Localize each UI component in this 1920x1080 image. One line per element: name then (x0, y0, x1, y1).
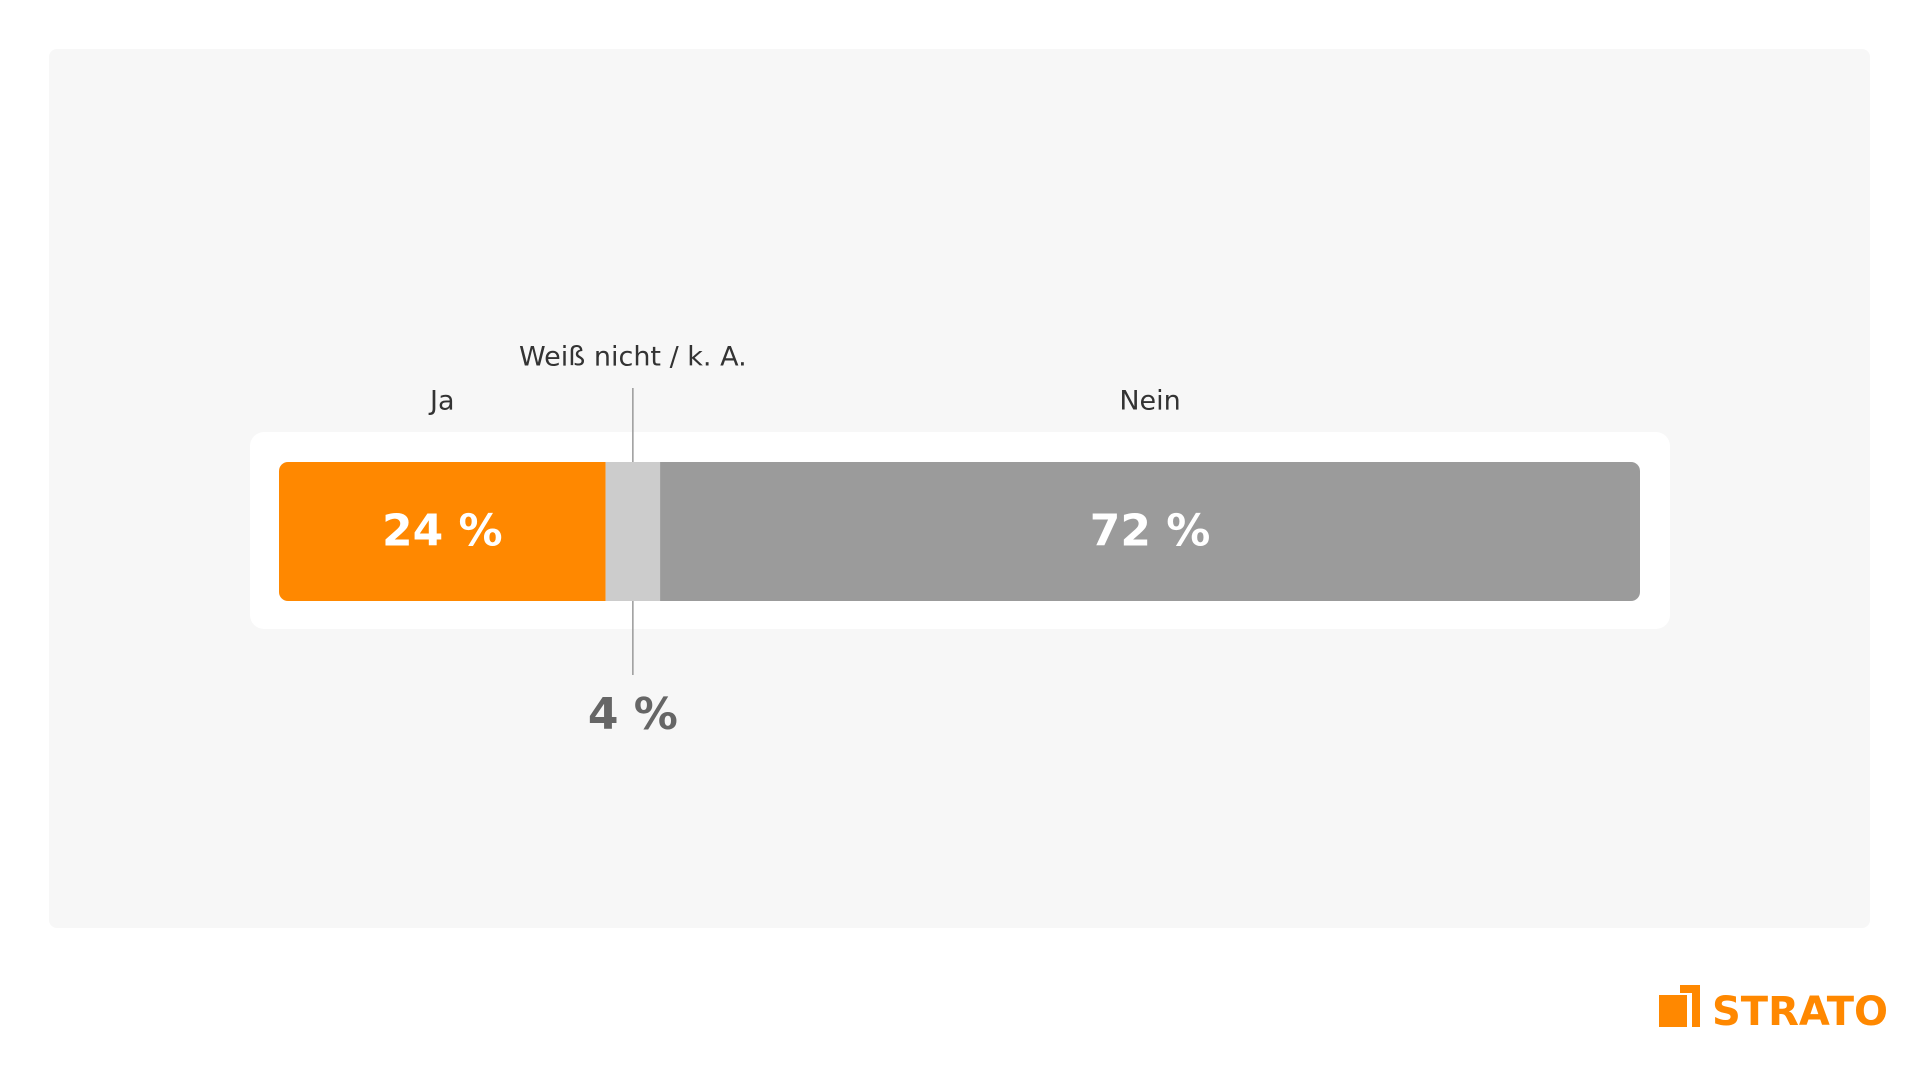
legend-label: Nein (1119, 386, 1180, 417)
value-label: 24 % (382, 506, 503, 557)
bar-segment (605, 462, 661, 601)
value-label: 4 % (588, 689, 678, 740)
bar-segment (279, 462, 606, 601)
logo: STRATO (1659, 985, 1888, 1035)
bar-segment (660, 462, 1640, 601)
logo-icon (1659, 995, 1687, 1027)
logo-icon (1680, 985, 1700, 1027)
logo-text: STRATO (1712, 989, 1888, 1035)
bar-group (279, 462, 1640, 601)
value-label: 72 % (1090, 506, 1211, 557)
legend-label: Ja (428, 386, 455, 417)
legend-label: Weiß nicht / k. A. (519, 342, 747, 373)
